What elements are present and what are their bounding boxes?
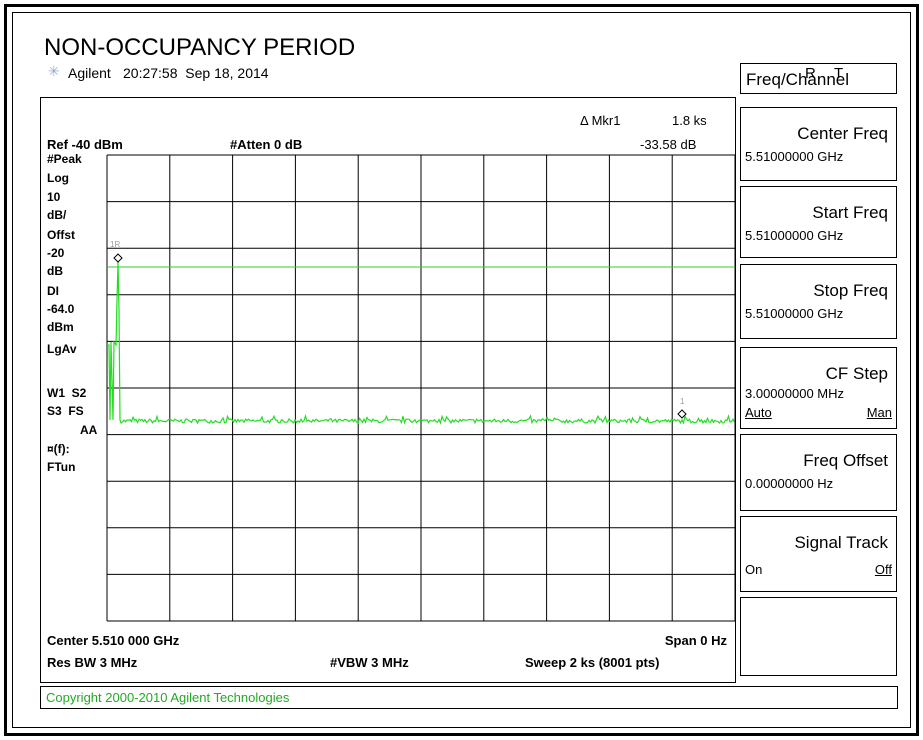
left-label: DI	[47, 284, 59, 298]
marker-label: Δ Mkr1	[580, 113, 621, 128]
copyright-bar	[40, 686, 898, 709]
sweep: Sweep 2 ks (8001 pts)	[525, 655, 660, 670]
softkey-option: Off	[874, 562, 892, 577]
status: R	[805, 65, 816, 82]
softkey-option: On	[745, 562, 763, 577]
softkey[interactable]: CF Step 3.00000000 MHz Auto Man	[740, 347, 897, 429]
copyright: Copyright 2000-2010 Agilent Technologies	[46, 690, 290, 705]
grid	[106, 154, 736, 622]
softkey-label: Center Freq	[797, 124, 888, 143]
trace	[107, 261, 736, 425]
left-label: Log	[47, 171, 69, 185]
softkey-label: Signal Track	[794, 533, 888, 552]
left-label: Offst	[47, 228, 75, 242]
softkey[interactable]: Signal Track On Off	[740, 516, 897, 592]
softkey[interactable]	[740, 597, 897, 676]
softkey-label: Start Freq	[812, 203, 888, 222]
softkey-value: 5.51000000 GHz	[745, 149, 844, 164]
left-label: W1 S2	[47, 386, 87, 400]
marker-ref	[113, 253, 123, 263]
softkey-value: 5.51000000 GHz	[745, 306, 844, 321]
title: NON-OCCUPANCY PERIOD	[44, 34, 356, 61]
left-label: FTun	[47, 460, 76, 474]
softkey-label: CF Step	[825, 364, 888, 383]
marker-y: -33.58 dB	[640, 137, 697, 152]
left-label: AA	[80, 423, 98, 437]
softkey[interactable]: Freq Offset 0.00000000 Hz	[740, 434, 897, 511]
left-label: ¤(f):	[47, 442, 70, 456]
left-label: dBm	[47, 320, 74, 334]
softkey[interactable]: Start Freq 5.51000000 GHz	[740, 186, 897, 258]
logo: ✳	[48, 63, 60, 79]
left-label: -20	[47, 246, 65, 260]
marker-delta	[677, 409, 687, 419]
left-label: dB	[47, 264, 63, 278]
left-label: dB/	[47, 208, 67, 222]
left-label: LgAv	[47, 342, 77, 356]
span: Span 0 Hz	[664, 633, 727, 648]
center-freq: Center 5.510 000 GHz	[47, 633, 180, 648]
brand: Agilent	[68, 65, 111, 81]
marker-tag: 1R	[110, 240, 120, 249]
left-label: #Peak	[47, 152, 82, 166]
menu-title: Freq/Channel	[740, 63, 897, 94]
softkey-label: Freq Offset	[803, 451, 888, 470]
status: T	[834, 65, 844, 82]
left-label: 10	[47, 190, 61, 204]
marker-tag: 1	[680, 397, 685, 406]
atten: #Atten 0 dB	[230, 137, 303, 152]
inner-frame	[12, 12, 911, 728]
softkey-value: 3.00000000 MHz	[745, 386, 845, 401]
softkey-label: Stop Freq	[813, 281, 888, 300]
softkey-value: 5.51000000 GHz	[745, 228, 844, 243]
rbw: Res BW 3 MHz	[47, 655, 138, 670]
softkey-value: 0.00000000 Hz	[745, 476, 834, 491]
softkey-option: Auto	[745, 405, 772, 420]
timestamp: 20:27:58 Sep 18, 2014	[123, 65, 269, 81]
softkey[interactable]: Center Freq 5.51000000 GHz	[740, 107, 897, 181]
menu-title-text: Freq/Channel	[746, 70, 850, 89]
outer-frame	[4, 4, 919, 736]
left-label: -64.0	[47, 302, 75, 316]
left-label: S3 FS	[47, 404, 84, 418]
marker-x: 1.8 ks	[672, 113, 707, 128]
vbw: #VBW 3 MHz	[330, 655, 409, 670]
softkey[interactable]: Stop Freq 5.51000000 GHz	[740, 264, 897, 339]
ref-level: Ref -40 dBm	[47, 137, 123, 152]
softkey-option: Man	[866, 405, 892, 420]
